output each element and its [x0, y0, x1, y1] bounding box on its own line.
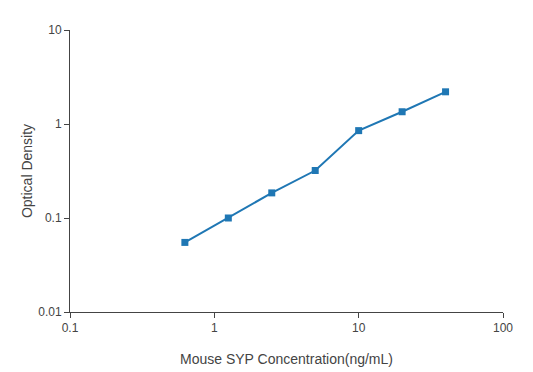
svg-text:100: 100	[493, 321, 513, 335]
svg-text:1: 1	[211, 321, 218, 335]
svg-text:10: 10	[352, 321, 366, 335]
svg-text:Mouse SYP Concentration(ng/mL): Mouse SYP Concentration(ng/mL)	[180, 351, 393, 367]
svg-text:Optical Density: Optical Density	[19, 124, 35, 218]
svg-text:0.1: 0.1	[45, 211, 62, 225]
svg-text:0.1: 0.1	[62, 321, 79, 335]
svg-text:1: 1	[55, 117, 62, 131]
svg-text:10: 10	[48, 23, 62, 37]
svg-text:0.01: 0.01	[38, 305, 62, 319]
